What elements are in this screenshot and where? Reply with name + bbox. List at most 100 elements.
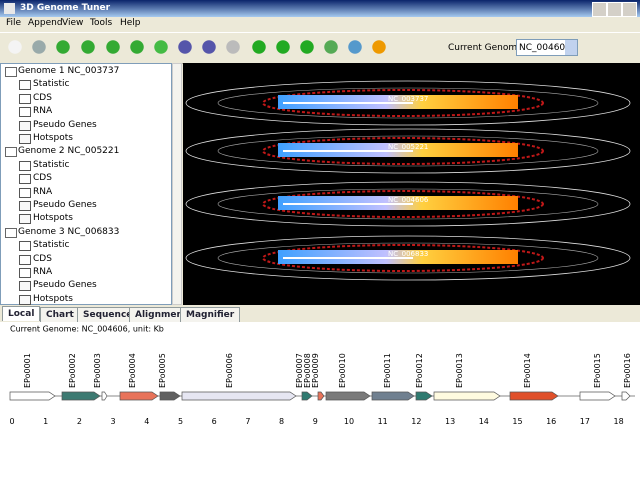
- gene-label: EPo0006: [225, 353, 234, 388]
- tree-item[interactable]: CDS: [33, 173, 52, 184]
- toolbar-button[interactable]: [103, 37, 123, 57]
- toolbar-button[interactable]: [297, 37, 317, 57]
- genome-label: NC_006833: [388, 250, 428, 258]
- tree-folder-icon: [19, 187, 31, 198]
- toolbar-button[interactable]: [223, 37, 243, 57]
- gene-arrow[interactable]: [181, 391, 297, 401]
- menu-item[interactable]: File: [6, 18, 22, 28]
- toolbar-button[interactable]: [127, 37, 147, 57]
- toolbar-button[interactable]: [345, 37, 365, 57]
- menu-item[interactable]: Help: [120, 18, 141, 28]
- axis-label: 16: [546, 417, 556, 426]
- tree-item[interactable]: RNA: [33, 267, 53, 277]
- minimize-button[interactable]: [592, 2, 607, 17]
- gene-arrow[interactable]: [119, 391, 159, 401]
- toolbar-button[interactable]: [29, 37, 49, 57]
- map-info: Current Genome: NC_004606, unit: Kb: [10, 325, 164, 334]
- toolbar-button[interactable]: [199, 37, 219, 57]
- gene-arrow[interactable]: [509, 391, 559, 401]
- tree-item[interactable]: RNA: [33, 106, 53, 117]
- toolbar-button[interactable]: [78, 37, 98, 57]
- genome-axis: [283, 102, 413, 104]
- genome-axis: [283, 257, 413, 259]
- axis-label: 7: [245, 417, 250, 426]
- hotspot-ring: [262, 137, 544, 165]
- menu-bar: File Append View Tools Help: [0, 17, 640, 31]
- tree-item[interactable]: RNA: [33, 186, 53, 197]
- gene-arrow[interactable]: [371, 391, 415, 401]
- gene-label: EPo0002: [68, 353, 77, 388]
- toolbar-button[interactable]: [369, 37, 389, 57]
- tree-folder-icon: [19, 107, 31, 118]
- axis-label: 17: [580, 417, 590, 426]
- genome-label: NC_003737: [388, 95, 428, 103]
- tab[interactable]: Local: [2, 306, 41, 321]
- tree-item[interactable]: Hotspots: [33, 133, 73, 143]
- tree-node-icon: [5, 67, 17, 77]
- gene-arrow[interactable]: [433, 391, 501, 401]
- maximize-button[interactable]: [607, 2, 622, 17]
- tree-item[interactable]: Statistic: [33, 79, 70, 90]
- axis-label: 2: [77, 417, 82, 426]
- tree-genome[interactable]: Genome 1 NC_003737: [18, 66, 120, 76]
- gene-arrow[interactable]: [579, 391, 616, 401]
- gene-label: EPo0001: [23, 353, 32, 388]
- tree-item[interactable]: Pseudo Genes: [33, 280, 97, 291]
- toolbar-button[interactable]: [151, 37, 171, 57]
- tree-item[interactable]: Hotspots: [33, 213, 73, 224]
- gene-label: EPo0009: [311, 353, 320, 388]
- gene-arrow[interactable]: [9, 391, 56, 401]
- gene-arrow[interactable]: [415, 391, 433, 401]
- tab-bar: Local Chart Sequence Alignment Magnifier: [0, 306, 640, 322]
- tree-folder-icon: [19, 241, 31, 252]
- toolbar-button[interactable]: [249, 37, 269, 57]
- tree-item[interactable]: Pseudo Genes: [33, 119, 97, 130]
- gene-arrow[interactable]: [325, 391, 371, 401]
- genome-tree: Genome 1 NC_003737 Statistic CDS RNA Pseudo …: [0, 63, 172, 305]
- close-button[interactable]: [622, 2, 637, 17]
- toolbar-button[interactable]: [53, 37, 73, 57]
- toolbar-button[interactable]: [175, 37, 195, 57]
- tree-node-icon: [5, 227, 17, 238]
- tab[interactable]: Magnifier: [180, 307, 241, 322]
- menu-item[interactable]: Append: [28, 18, 63, 28]
- gene-label: EPo0013: [455, 353, 464, 388]
- menu-item[interactable]: Tools: [90, 18, 113, 28]
- gene-arrow[interactable]: [317, 391, 325, 401]
- menu-item[interactable]: View: [62, 18, 84, 28]
- combo-arrow[interactable]: [565, 40, 577, 55]
- gene-arrow[interactable]: [621, 391, 631, 401]
- tree-item[interactable]: Statistic: [33, 159, 70, 170]
- tree-folder-icon: [19, 160, 31, 171]
- gene-arrow[interactable]: [101, 391, 108, 401]
- axis-label: 18: [614, 417, 624, 426]
- tree-folder-icon: [19, 134, 31, 144]
- tree-item[interactable]: Statistic: [33, 240, 70, 251]
- gene-arrow[interactable]: [301, 391, 313, 401]
- toolbar-button[interactable]: [273, 37, 293, 57]
- gene-arrow[interactable]: [159, 391, 181, 401]
- tree-item[interactable]: CDS: [33, 253, 52, 264]
- tree-genome[interactable]: Genome 3 NC_006833: [18, 226, 120, 237]
- toolbar-button[interactable]: [5, 37, 25, 57]
- tab[interactable]: Chart: [40, 307, 80, 322]
- gene-label: EPo0011: [383, 353, 392, 388]
- axis-label: 9: [313, 417, 318, 426]
- genome-axis: [283, 203, 413, 205]
- tree-genome[interactable]: Genome 2 NC_005221: [18, 146, 120, 157]
- orbit-ring: [185, 181, 631, 227]
- scrollbar[interactable]: [172, 63, 182, 305]
- gene-label: EPo0008: [303, 353, 312, 388]
- axis-label: 3: [111, 417, 116, 426]
- genome-label: NC_005221: [388, 143, 428, 151]
- gene-label: EPo0003: [93, 353, 102, 388]
- gene-arrow[interactable]: [61, 391, 101, 401]
- toolbar-button[interactable]: [321, 37, 341, 57]
- tree-item[interactable]: Pseudo Genes: [33, 200, 97, 210]
- map-background: [0, 322, 640, 480]
- orbit-ring: [185, 128, 631, 174]
- axis-label: 8: [279, 417, 284, 426]
- tree-item[interactable]: CDS: [33, 92, 52, 103]
- tree-item[interactable]: Hotspots: [33, 293, 73, 304]
- genome-combo[interactable]: NC_004606: [516, 39, 578, 56]
